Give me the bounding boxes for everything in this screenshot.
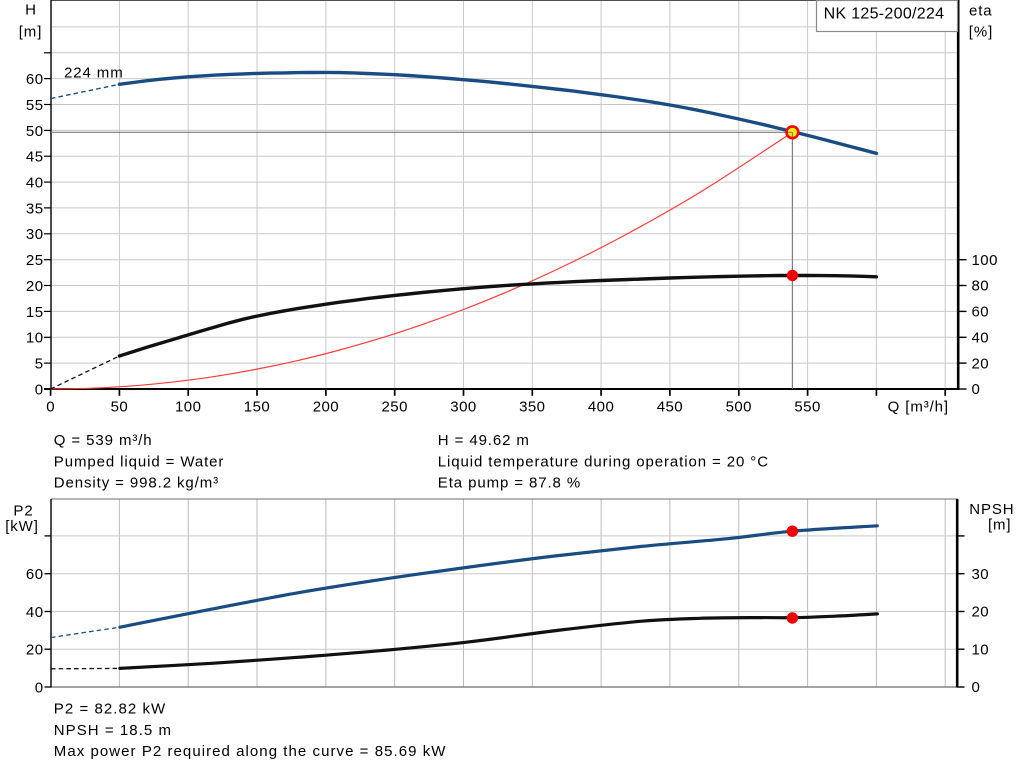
svg-text:224 mm: 224 mm [64, 64, 124, 81]
svg-text:100: 100 [972, 252, 998, 269]
svg-text:eta: eta [969, 3, 993, 20]
svg-text:5: 5 [35, 356, 44, 373]
svg-text:0: 0 [46, 399, 55, 416]
svg-text:45: 45 [26, 149, 44, 166]
svg-text:[%]: [%] [969, 23, 993, 40]
svg-text:Liquid temperature during oper: Liquid temperature during operation = 20… [438, 453, 769, 470]
svg-text:55: 55 [26, 97, 44, 114]
svg-text:20: 20 [972, 355, 990, 372]
svg-text:40: 40 [972, 330, 990, 347]
svg-text:350: 350 [519, 399, 545, 416]
svg-text:40: 40 [26, 175, 44, 192]
svg-text:100: 100 [175, 399, 201, 416]
svg-text:10: 10 [972, 641, 990, 658]
svg-text:30: 30 [972, 566, 990, 583]
svg-text:0: 0 [35, 679, 44, 696]
svg-text:[m]: [m] [19, 23, 43, 40]
svg-text:300: 300 [450, 399, 476, 416]
svg-text:15: 15 [26, 304, 44, 321]
svg-text:Q = 539 m³/h: Q = 539 m³/h [54, 432, 153, 449]
svg-text:NPSH = 18.5 m: NPSH = 18.5 m [54, 722, 172, 739]
svg-text:0: 0 [972, 679, 981, 696]
svg-text:0: 0 [35, 381, 44, 398]
svg-text:20: 20 [26, 642, 44, 659]
svg-text:P2: P2 [13, 503, 33, 520]
svg-text:60: 60 [26, 71, 44, 88]
svg-text:Density = 998.2 kg/m³: Density = 998.2 kg/m³ [54, 475, 219, 492]
svg-text:20: 20 [26, 278, 44, 295]
svg-text:20: 20 [972, 604, 990, 621]
svg-text:[m]: [m] [988, 516, 1012, 533]
svg-text:P2 = 82.82 kW: P2 = 82.82 kW [54, 701, 166, 718]
svg-text:0: 0 [972, 381, 981, 398]
svg-text:10: 10 [26, 330, 44, 347]
svg-text:60: 60 [972, 304, 990, 321]
svg-text:H = 49.62 m: H = 49.62 m [438, 432, 530, 449]
svg-text:NK 125-200/224: NK 125-200/224 [824, 6, 945, 23]
svg-text:Max power P2 required along th: Max power P2 required along the curve = … [54, 743, 447, 760]
svg-text:35: 35 [26, 200, 44, 217]
svg-text:60: 60 [26, 566, 44, 583]
svg-text:50: 50 [26, 123, 44, 140]
svg-text:150: 150 [244, 399, 270, 416]
svg-text:80: 80 [972, 278, 990, 295]
svg-text:NPSH: NPSH [969, 501, 1014, 518]
svg-text:30: 30 [26, 226, 44, 243]
svg-text:Eta pump = 87.8 %: Eta pump = 87.8 % [438, 475, 581, 492]
svg-text:450: 450 [657, 399, 683, 416]
svg-text:Pumped liquid = Water: Pumped liquid = Water [54, 453, 225, 470]
svg-text:500: 500 [726, 399, 752, 416]
svg-text:H: H [25, 2, 36, 19]
svg-text:400: 400 [588, 399, 614, 416]
svg-text:200: 200 [313, 399, 339, 416]
svg-text:25: 25 [26, 252, 44, 269]
svg-text:550: 550 [794, 399, 820, 416]
svg-text:Q [m³/h]: Q [m³/h] [888, 399, 949, 416]
svg-text:[kW]: [kW] [5, 518, 39, 535]
svg-text:50: 50 [111, 399, 129, 416]
svg-text:40: 40 [26, 604, 44, 621]
svg-text:250: 250 [382, 399, 408, 416]
